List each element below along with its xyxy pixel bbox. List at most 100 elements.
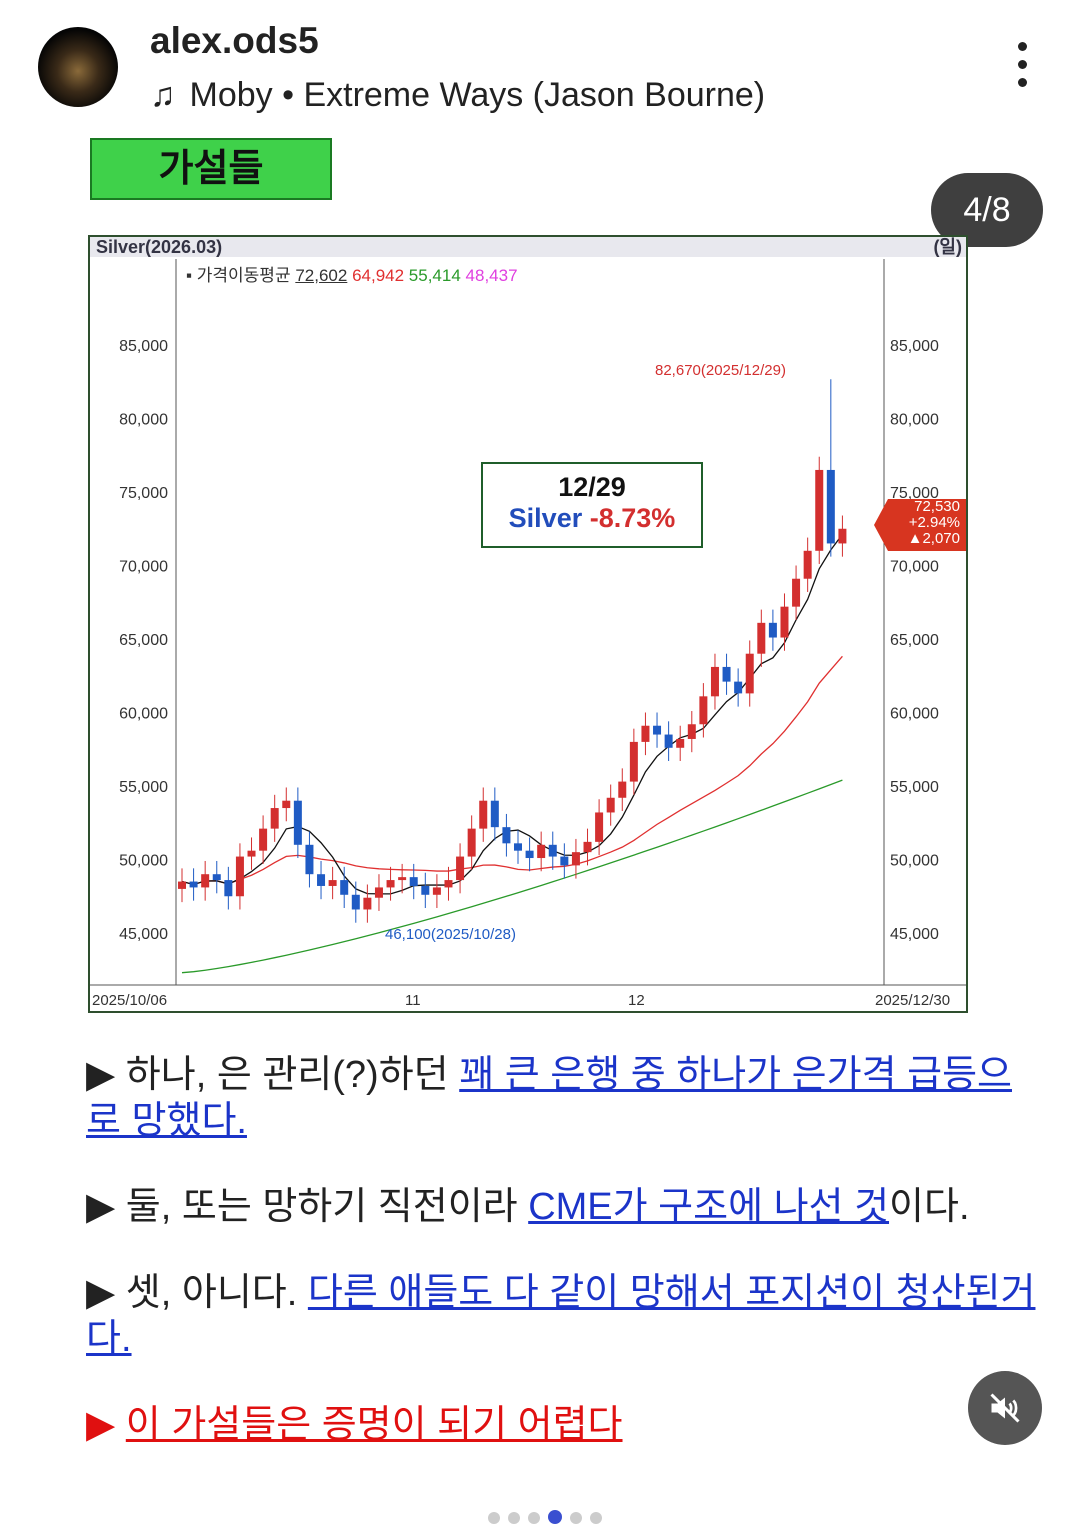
candle-body xyxy=(340,880,349,895)
ma-green-line xyxy=(181,779,843,974)
drop-annotation: 12/29 Silver -8.73% xyxy=(481,462,703,548)
y-tick-label-left: 50,000 xyxy=(119,853,168,870)
current-price-tag: 72,530 +2.94% ▲2,070 xyxy=(874,499,966,551)
candle-body xyxy=(548,844,557,857)
candle-body xyxy=(514,843,522,851)
candlestick-chart: 45,000 45,000 50,000 50,000 55,000 55,000 60,0… xyxy=(90,259,966,1009)
candle-body xyxy=(571,852,580,866)
low-annotation: 46,100(2025/10/28) xyxy=(385,926,516,943)
music-artist: Moby xyxy=(189,76,273,114)
candle-body xyxy=(595,812,604,842)
candle-body xyxy=(224,880,233,897)
more-options-icon[interactable] xyxy=(1010,42,1034,87)
candle-body xyxy=(560,856,569,866)
candle-body xyxy=(537,844,546,859)
chart-image: 45,000 45,000 50,000 50,000 55,000 55,000 60,0… xyxy=(88,235,968,1013)
x-tick-label: 2025/12/30 xyxy=(875,992,950,1009)
y-tick-label-right: 45,000 xyxy=(890,926,939,943)
candle-body xyxy=(189,881,198,888)
candle-body xyxy=(282,800,291,809)
separator: • xyxy=(282,76,294,114)
bullet-4-link[interactable]: 이 가설들은 증명이 되기 어렵다 xyxy=(125,1404,623,1446)
candle-body xyxy=(444,880,453,888)
candle-body xyxy=(641,725,650,742)
candle-body xyxy=(629,741,638,782)
y-tick-label-left: 75,000 xyxy=(119,485,168,502)
candle-body xyxy=(201,874,210,888)
mute-button[interactable] xyxy=(968,1371,1042,1445)
candle-body xyxy=(699,696,708,725)
bullet-2-link[interactable]: CME가 구조에 나선 것 xyxy=(528,1186,890,1228)
candle-body xyxy=(363,897,372,910)
candle-body xyxy=(351,894,360,910)
candle-body xyxy=(525,850,534,859)
y-tick-label-right: 65,000 xyxy=(890,632,939,649)
candle-body xyxy=(178,881,186,889)
candle-body xyxy=(259,828,268,851)
candle-body xyxy=(826,469,835,544)
y-tick-label-right: 80,000 xyxy=(890,412,939,429)
username[interactable]: alex.ods5 xyxy=(150,20,319,61)
x-tick-label: 11 xyxy=(405,992,421,1009)
candle-body xyxy=(803,550,812,579)
x-tick-label: 2025/10/06 xyxy=(92,992,167,1009)
candle-body xyxy=(664,734,673,748)
candle-body xyxy=(710,666,719,697)
ma5-line xyxy=(181,533,843,895)
bullet-1-link[interactable]: 꽤 큰 은행 중 하나가 은가격 급등으로 망했다. xyxy=(86,1054,1012,1142)
y-tick-label-right: 85,000 xyxy=(890,338,939,355)
candle-body xyxy=(653,725,662,735)
candle-body xyxy=(815,469,824,551)
candle-body xyxy=(293,800,302,845)
bullet-1: ▶ 하나, 은 관리(?)하던 꽤 큰 은행 중 하나가 은가격 급등으로 망했… xyxy=(86,1054,1012,1142)
candle-body xyxy=(618,781,627,798)
candle-body xyxy=(317,874,326,886)
y-tick-label-right: 50,000 xyxy=(890,853,939,870)
music-title: Extreme Ways (Jason Bourne) xyxy=(303,76,766,114)
candle-body xyxy=(780,606,789,638)
bullet-3: ▶ 셋, 아니다. 다른 애들도 다 같이 망해서 포지션이 청산된거다. xyxy=(86,1272,1036,1360)
candle-body xyxy=(838,528,847,544)
avatar[interactable] xyxy=(38,27,118,107)
ma20-line xyxy=(181,655,843,886)
chart-title: Silver(2026.03) (일) xyxy=(90,237,966,257)
bullet-3-link[interactable]: 다른 애들도 다 같이 망해서 포지션이 청산된거다. xyxy=(86,1272,1036,1360)
candle-body xyxy=(734,681,743,694)
y-tick-label-right: 75,000 xyxy=(890,485,939,502)
y-tick-label-right: 60,000 xyxy=(890,706,939,723)
image-counter: 4/8 xyxy=(931,173,1043,247)
bullet-2: ▶ 둘, 또는 망하기 직전이라 CME가 구조에 나선 것이다. xyxy=(86,1186,970,1228)
candle-body xyxy=(398,877,407,881)
candle-body xyxy=(502,827,511,844)
y-tick-label-left: 60,000 xyxy=(119,706,168,723)
candle-body xyxy=(722,666,731,682)
x-tick-label: 12 xyxy=(628,992,645,1009)
candle-body xyxy=(386,880,395,888)
high-annotation: 82,670(2025/12/29) xyxy=(655,362,786,379)
chart-legend: ▪ 가격이동평균 72,602 64,942 55,414 48,437 xyxy=(186,266,518,285)
candle-body xyxy=(328,880,337,886)
y-tick-label-left: 85,000 xyxy=(119,338,168,355)
candle-body xyxy=(212,874,221,881)
speaker-muted-icon xyxy=(990,1393,1020,1423)
candle-body xyxy=(456,856,465,881)
candle-body xyxy=(792,578,801,607)
y-tick-label-right: 70,000 xyxy=(890,559,939,576)
candle-body xyxy=(583,841,592,853)
y-tick-label-left: 80,000 xyxy=(119,412,168,429)
music-note-icon: ♫ xyxy=(150,76,176,114)
candle-body xyxy=(745,653,754,694)
candle-body xyxy=(421,885,430,895)
chart-period: (일) xyxy=(933,237,962,257)
candle-body xyxy=(409,877,418,886)
candle-body xyxy=(374,887,383,898)
candle-body xyxy=(432,887,441,895)
y-tick-label-left: 55,000 xyxy=(119,779,168,796)
candle-body xyxy=(305,844,314,875)
hypotheses-heading: 가설들 xyxy=(90,138,332,200)
candle-body xyxy=(757,622,766,654)
music-info[interactable]: ♫ Moby • Extreme Ways (Jason Bourne) xyxy=(150,76,765,115)
candle-body xyxy=(479,800,488,829)
y-tick-label-right: 55,000 xyxy=(890,779,939,796)
bullet-4: ▶ 이 가설들은 증명이 되기 어렵다 xyxy=(86,1404,623,1446)
